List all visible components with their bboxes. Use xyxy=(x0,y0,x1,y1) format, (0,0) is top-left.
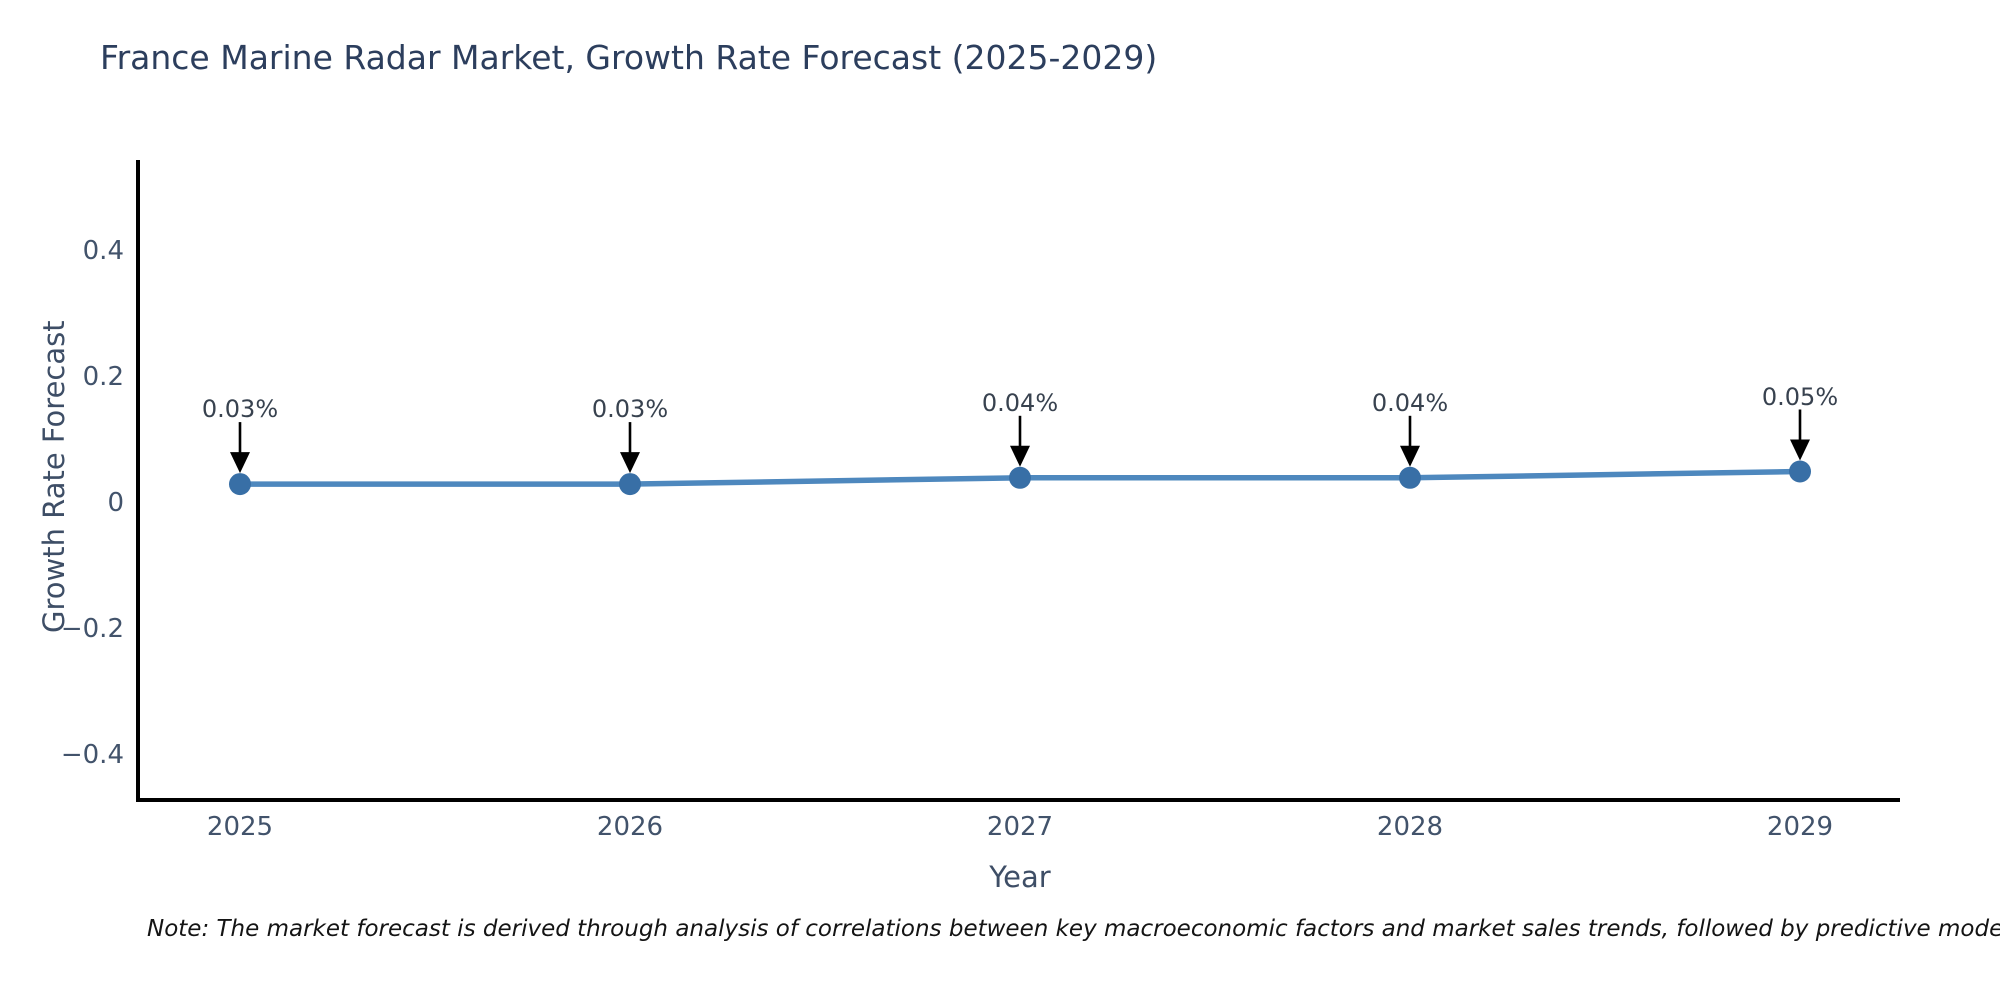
x-tick-label: 2026 xyxy=(596,812,664,842)
y-tick-label: −0.2 xyxy=(60,614,124,644)
y-tick-label: −0.4 xyxy=(60,740,124,770)
data-point-annotation: 0.03% xyxy=(591,395,669,424)
y-axis-title: Growth Rate Forecast xyxy=(37,320,71,633)
chart-title: France Marine Radar Market, Growth Rate … xyxy=(100,38,1158,77)
x-tick-label: 2029 xyxy=(1766,812,1834,842)
data-point-annotation: 0.05% xyxy=(1761,382,1839,411)
x-axis-title: Year xyxy=(989,860,1051,894)
y-tick-label: 0.2 xyxy=(82,362,124,392)
y-tick-label: 0.4 xyxy=(82,236,124,266)
data-point-annotation: 0.04% xyxy=(981,388,1059,417)
x-tick-label: 2025 xyxy=(206,812,274,842)
x-tick-label: 2027 xyxy=(986,812,1054,842)
x-tick-label: 2028 xyxy=(1376,812,1444,842)
data-point-annotation: 0.03% xyxy=(201,395,279,424)
data-point-annotation: 0.04% xyxy=(1371,388,1449,417)
y-tick-label: 0 xyxy=(107,488,124,518)
footnote: Note: The market forecast is derived thr… xyxy=(147,916,2000,942)
